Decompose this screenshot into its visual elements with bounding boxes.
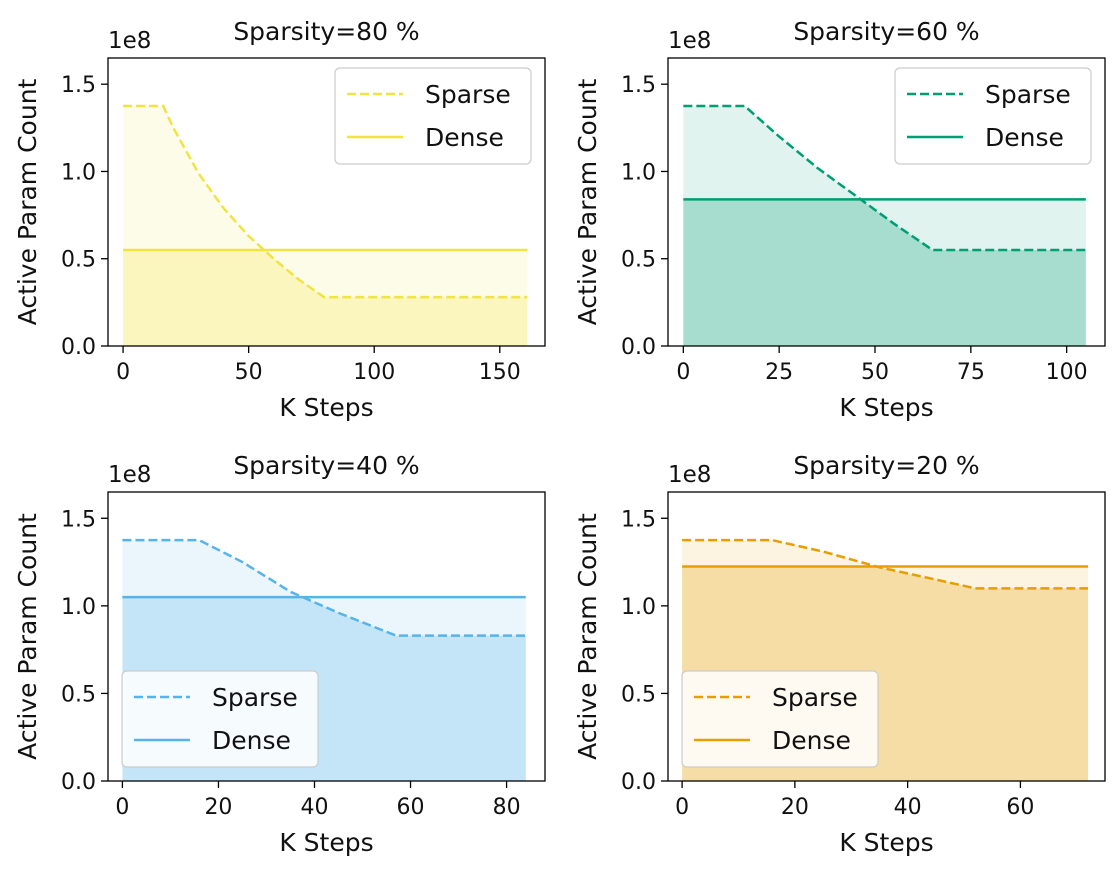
x-tick-label: 60 [397,795,425,820]
legend-sparse-label: Sparse [212,683,298,712]
series-sparse-line [683,104,1086,252]
legend-dense-label: Dense [212,726,291,755]
y-tick-label: 0.0 [61,335,96,360]
x-tick-label: 75 [957,360,985,385]
chart-title: Sparsity=20 % [793,451,979,480]
x-tick-label: 100 [353,360,395,385]
axes-frame [107,491,546,782]
x-axis-label: K Steps [279,828,373,857]
y-tick-label: 0.5 [61,248,96,273]
legend: Sparse Dense [334,67,532,165]
series-sparse-line [682,538,1089,590]
legend-box [681,670,879,768]
y-tick-label: 0.0 [621,335,656,360]
y-tick-label: 1.0 [61,595,96,620]
axes-frame [667,491,1106,782]
y-tick-label: 1.0 [621,595,656,620]
y-tick-label: 0.5 [61,682,96,707]
y-axis-label: Active Param Count [13,513,42,760]
fill-region-main [683,199,1086,346]
x-tick-label: 150 [479,360,521,385]
chart-panel-1: 0 50 100 150 0.0 0.5 1.0 1.5 1e8 Sparsity=80 % K S… [13,17,546,422]
y-offset-label: 1e8 [108,462,151,488]
y-tick-label: 1.0 [621,160,656,185]
x-tick-label: 80 [493,795,521,820]
chart-panel-2: 0 25 50 75 100 0.0 0.5 1.0 1.5 1e8 Sparsity=60 % K … [573,17,1106,422]
legend-box [894,67,1092,165]
y-tick-label: 1.5 [621,73,656,98]
y-tick-label: 0.0 [621,770,656,795]
legend-sparse-label: Sparse [985,80,1071,109]
fill-region-light [122,540,526,636]
x-tick-label: 0 [675,795,689,820]
series-sparse-line [123,104,528,299]
x-tick-label: 60 [1006,795,1034,820]
y-tick-label: 1.0 [61,160,96,185]
y-offset-label: 1e8 [668,28,711,54]
y-tick-label: 1.5 [61,73,96,98]
x-tick-label: 40 [894,795,922,820]
y-axis-label: Active Param Count [573,78,602,325]
y-offset-label: 1e8 [108,28,151,54]
x-axis-label: K Steps [839,828,933,857]
chart-title: Sparsity=80 % [233,17,419,46]
y-tick-label: 1.5 [621,507,656,532]
y-tick-label: 0.5 [621,682,656,707]
x-tick-label: 0 [115,795,129,820]
legend: Sparse Dense [121,670,319,768]
y-tick-label: 1.5 [61,507,96,532]
axes-frame [667,57,1106,347]
x-axis-label: K Steps [279,393,373,422]
legend-sparse-label: Sparse [425,80,511,109]
chart-panel-3: 0 20 40 60 80 0.0 0.5 1.0 1.5 1e8 Sparsity=40 % K S… [13,451,546,857]
x-tick-label: 40 [300,795,328,820]
legend: Sparse Dense [894,67,1092,165]
x-tick-label: 20 [204,795,232,820]
x-tick-label: 50 [235,360,263,385]
x-axis-label: K Steps [839,393,933,422]
fill-region-light [682,540,1089,589]
x-tick-label: 20 [781,795,809,820]
legend-sparse-label: Sparse [772,683,858,712]
legend-dense-label: Dense [425,123,504,152]
fill-region-main [123,250,528,346]
x-tick-label: 100 [1046,360,1088,385]
chart-title: Sparsity=40 % [233,451,419,480]
y-offset-label: 1e8 [668,462,711,488]
legend: Sparse Dense [681,670,879,768]
y-tick-label: 0.5 [621,248,656,273]
chart-title: Sparsity=60 % [793,17,979,46]
x-tick-label: 50 [861,360,889,385]
y-axis-label: Active Param Count [13,78,42,325]
x-tick-label: 25 [765,360,793,385]
chart-panel-4: 0 20 40 60 0.0 0.5 1.0 1.5 1e8 Sparsity=20 % K Ste… [573,451,1106,857]
fill-region-light [683,106,1086,250]
y-axis-label: Active Param Count [573,513,602,760]
legend-box [121,670,319,768]
x-tick-label: 0 [116,360,130,385]
y-tick-label: 0.0 [61,770,96,795]
legend-dense-label: Dense [772,726,851,755]
axes-frame [107,57,546,347]
legend-dense-label: Dense [985,123,1064,152]
x-tick-label: 0 [676,360,690,385]
legend-box [334,67,532,165]
